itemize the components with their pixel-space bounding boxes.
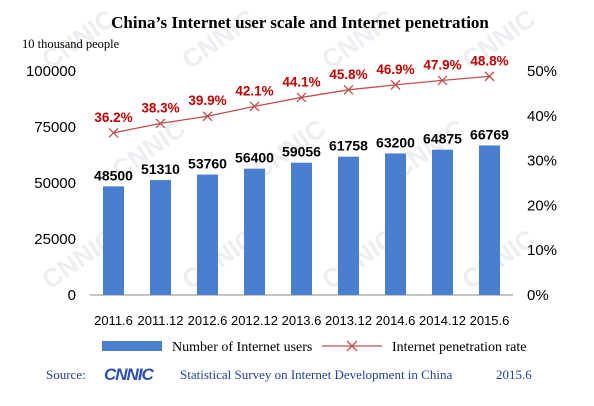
x-tick-label: 2011.6 (94, 313, 133, 328)
bar (338, 156, 359, 295)
line-point-label: 46.9% (376, 62, 414, 77)
bar-value-label: 51310 (141, 161, 180, 177)
y-right-tick-label: 10% (527, 242, 557, 259)
bar (479, 145, 500, 295)
line-point-marker (249, 101, 260, 112)
bar-value-label: 61758 (329, 138, 368, 154)
line-series: 36.2% 38.3% 39.9% 42.1% 44.1% 45.8% 46.9% 47.9%… (94, 53, 509, 138)
legend-label-penetration: Internet penetration rate (392, 340, 526, 355)
survey-title: Statistical Survey on Internet Developme… (180, 367, 452, 382)
legend-label-users: Number of Internet users (172, 340, 312, 355)
y-right-tick-label: 30% (527, 153, 557, 170)
source-label: Source: (46, 367, 86, 382)
bar (291, 162, 312, 295)
y-right-tick-label: 0% (527, 287, 549, 304)
cnnic-logo: CNNIC (104, 365, 155, 384)
y-left-tick-label: 25000 (34, 231, 76, 248)
survey-date: 2015.6 (496, 367, 532, 382)
x-tick-label: 2015.6 (470, 313, 510, 328)
line-point-label: 38.3% (141, 100, 179, 115)
y-left-tick-label: 50000 (34, 175, 76, 192)
line-point-label: 44.1% (282, 74, 320, 89)
legend-swatch-users (102, 341, 162, 351)
y-right-axis: 0% 10% 20% 30% 40% 50% (527, 63, 557, 304)
line-point-marker (437, 75, 448, 86)
line-point-marker (108, 127, 119, 138)
y-left-axis: 0 25000 50000 75000 100000 (26, 63, 76, 304)
x-tick-label: 2014.6 (376, 313, 416, 328)
y-left-tick-label: 0 (68, 287, 76, 304)
bar-value-label: 56400 (235, 150, 274, 166)
y-left-tick-label: 75000 (34, 119, 76, 136)
bar-value-label: 66769 (470, 126, 509, 142)
line-point-marker (343, 84, 354, 95)
x-tick-label: 2013.12 (325, 313, 372, 328)
bar (103, 186, 124, 295)
line-point-marker (390, 79, 401, 90)
bar (150, 180, 171, 295)
x-tick-label: 2012.6 (188, 313, 228, 328)
line-point-marker (296, 92, 307, 103)
bar-value-label: 53760 (188, 156, 227, 172)
line-point-marker (484, 71, 495, 82)
line-point-label: 42.1% (235, 83, 273, 98)
line-point-label: 39.9% (188, 93, 226, 108)
legend-swatch-penetration-marker (346, 340, 358, 352)
y-right-tick-label: 40% (527, 108, 557, 125)
x-axis-ticks: 2011.6 2011.12 2012.6 2012.12 2013.6 2013.12 2… (94, 313, 509, 328)
bar (197, 174, 218, 295)
bar-value-label: 64875 (423, 131, 462, 147)
x-tick-label: 2013.6 (282, 313, 322, 328)
y-left-unit-label: 10 thousand people (22, 37, 120, 51)
x-tick-label: 2014.12 (419, 313, 466, 328)
line-point-marker (202, 111, 213, 122)
y-right-tick-label: 50% (527, 63, 557, 80)
line-point-marker (155, 118, 166, 129)
line-point-label: 47.9% (423, 57, 461, 72)
x-tick-label: 2011.12 (137, 313, 183, 328)
bar (244, 168, 265, 295)
bar (385, 153, 406, 295)
y-left-tick-label: 100000 (26, 63, 76, 80)
footer: Source: CNNIC Statistical Survey on Inte… (46, 365, 532, 384)
bar (432, 149, 453, 295)
y-right-tick-label: 20% (527, 197, 557, 214)
legend: Number of Internet users Internet penetr… (102, 340, 526, 355)
bar-value-label: 48500 (94, 167, 133, 183)
x-tick-label: 2012.12 (231, 313, 278, 328)
line-point-label: 48.8% (470, 53, 508, 68)
bar-value-label: 59056 (282, 144, 321, 160)
bar-series: 48500 51310 53760 56400 59056 61758 63200 64875… (94, 126, 509, 295)
bar-value-label: 63200 (376, 134, 415, 150)
line-point-label: 36.2% (94, 110, 132, 125)
chart-title: China’s Internet user scale and Internet… (111, 13, 489, 32)
line-point-label: 45.8% (329, 67, 367, 82)
